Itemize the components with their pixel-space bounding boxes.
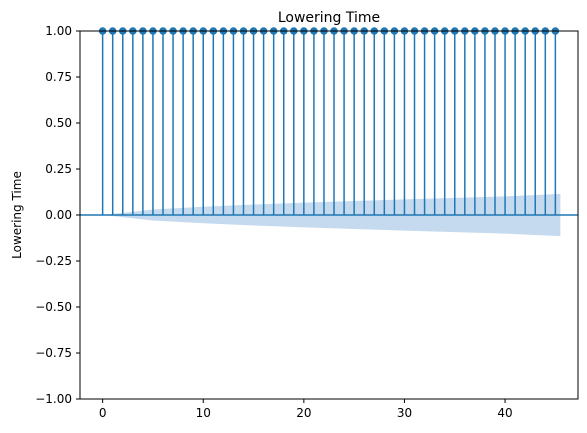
stems-layer [98,27,560,215]
y-tick-label-3: −0.25 [35,254,72,268]
x-tick-label-40: 40 [497,406,512,420]
x-tick-label-20: 20 [296,406,311,420]
chart-title: Lowering Time [278,10,380,26]
y-tick-label-6: 0.50 [45,116,72,130]
x-tick-label-10: 10 [196,406,211,420]
y-tick-label-0: −1.00 [35,392,72,406]
x-tick-label-0: 0 [99,406,107,420]
axes-layer: 0 10 20 30 40 −1.00 −0.75 −0.50 −0.25 0.00 0.25 0.5… [35,24,579,420]
y-tick-label-4: 0.00 [45,208,72,222]
y-tick-label-8: 1.00 [45,24,72,38]
x-tick-label-30: 30 [397,406,412,420]
y-tick-label-7: 0.75 [45,70,72,84]
y-tick-label-2: −0.50 [35,300,72,314]
y-tick-label-1: −0.75 [35,346,72,360]
y-tick-label-5: 0.25 [45,162,72,176]
y-axis-label: Lowering Time [10,171,24,259]
